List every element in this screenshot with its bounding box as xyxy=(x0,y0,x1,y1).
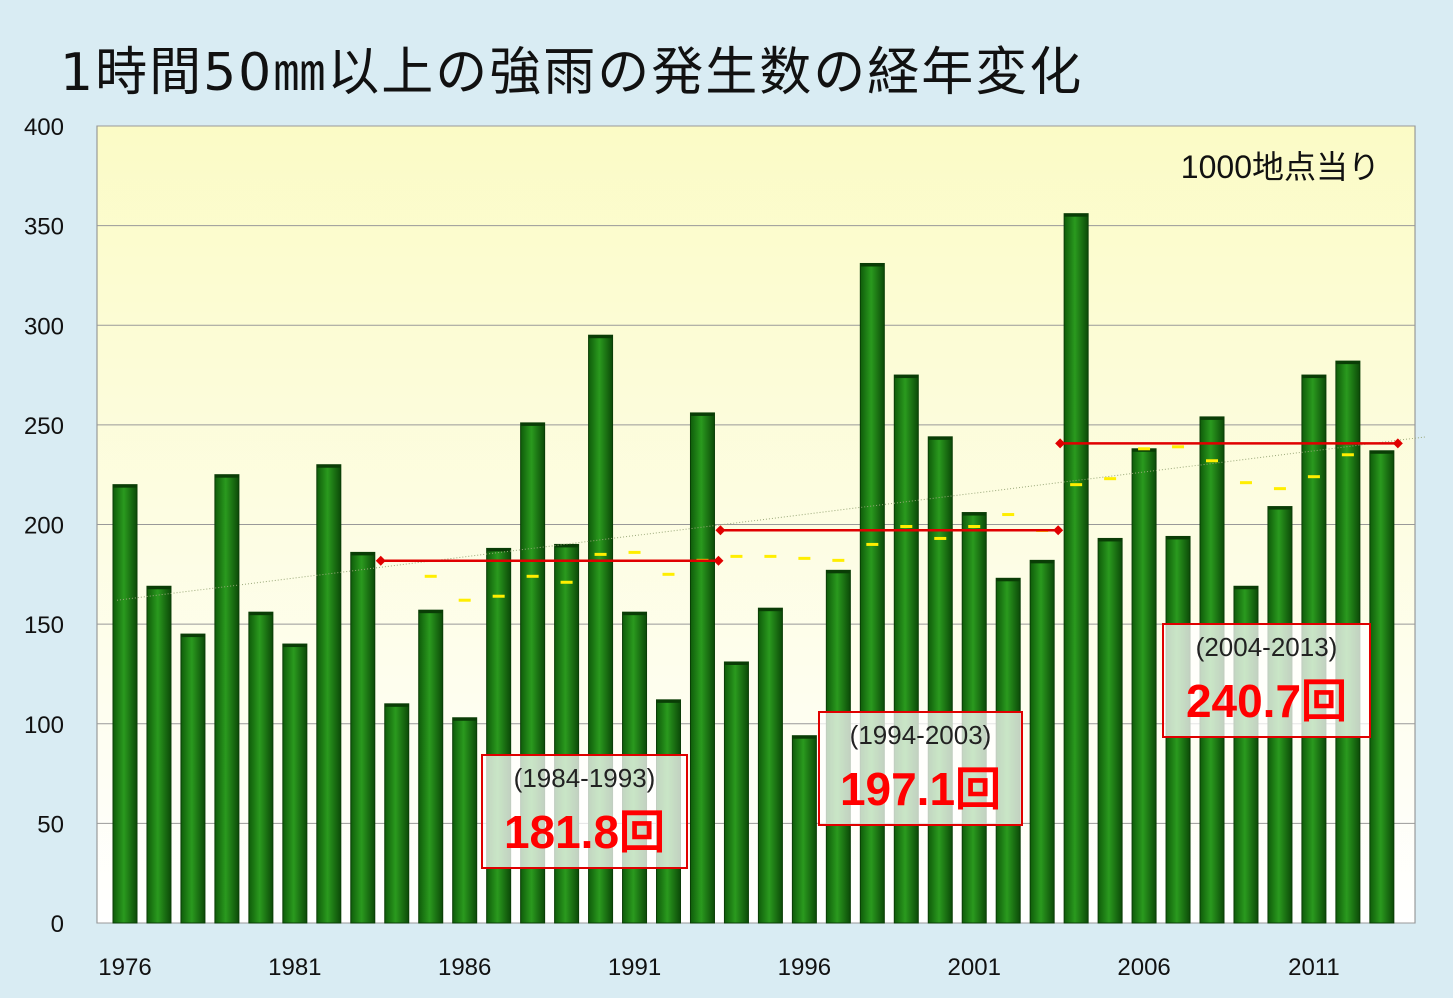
bar xyxy=(1131,448,1157,924)
bar-cap xyxy=(588,335,613,339)
bar xyxy=(791,735,817,924)
y-tick-label: 150 xyxy=(24,612,64,639)
y-tick-label: 250 xyxy=(24,413,64,440)
bar-cap xyxy=(1233,586,1258,590)
bar xyxy=(1063,213,1089,924)
bar xyxy=(723,661,749,924)
bar xyxy=(1369,450,1395,924)
bar-cap xyxy=(894,375,919,379)
bar-cap xyxy=(860,263,885,267)
bar xyxy=(757,607,783,924)
bar xyxy=(248,611,274,924)
bar xyxy=(1097,537,1123,924)
x-tick-label: 1981 xyxy=(268,954,321,981)
y-tick-label: 50 xyxy=(37,811,64,838)
x-tick-label: 2006 xyxy=(1117,954,1170,981)
bar-cap xyxy=(962,512,987,516)
bar-cap xyxy=(792,735,817,739)
period-mean-marker xyxy=(1392,438,1403,449)
period-range-label: (1984-1993) xyxy=(514,763,656,793)
bar-cap xyxy=(248,612,273,616)
bar xyxy=(316,464,342,924)
bar-cap xyxy=(656,699,681,703)
period-range-label: (2004-2013) xyxy=(1196,632,1338,662)
y-tick-label: 350 xyxy=(24,214,64,241)
period-mean-marker xyxy=(715,525,726,536)
bar xyxy=(112,484,138,924)
period-mean-marker xyxy=(1055,438,1066,449)
bar-cap xyxy=(622,612,647,616)
bar-cap xyxy=(554,544,579,548)
bar-cap xyxy=(214,474,239,478)
bar-cap xyxy=(146,586,171,590)
bar-cap xyxy=(384,703,409,707)
bar xyxy=(893,374,919,924)
chart-title: 1時間50㎜以上の強雨の発生数の経年変化 xyxy=(60,43,1084,103)
y-tick-label: 200 xyxy=(24,513,64,540)
bar-cap xyxy=(1267,506,1292,510)
bar xyxy=(350,551,376,924)
bar-cap xyxy=(452,717,477,721)
bar-cap xyxy=(758,608,783,612)
bar-cap xyxy=(996,578,1021,582)
bar xyxy=(927,436,953,924)
bar xyxy=(1029,559,1055,924)
bar-cap xyxy=(826,570,851,574)
x-tick-label: 1996 xyxy=(778,954,831,981)
bar-cap xyxy=(180,634,205,638)
period-mean-marker xyxy=(375,555,386,566)
x-tick-label: 1976 xyxy=(98,954,151,981)
bar xyxy=(146,585,172,924)
y-tick-label: 300 xyxy=(24,313,64,340)
x-tick-label: 2001 xyxy=(948,954,1001,981)
period-mean-value: 197.1回 xyxy=(840,763,1001,815)
bar xyxy=(418,609,444,924)
bar-cap xyxy=(928,436,953,440)
bar-cap xyxy=(1098,538,1123,542)
bar xyxy=(384,703,410,924)
period-box xyxy=(481,754,688,869)
x-tick-label: 1986 xyxy=(438,954,491,981)
unit-note: 1000地点当り xyxy=(1181,149,1380,185)
bar-cap xyxy=(282,644,307,648)
bar xyxy=(282,643,308,924)
bar-cap xyxy=(486,548,511,552)
period-mean-value: 240.7回 xyxy=(1186,675,1347,727)
y-tick-label: 100 xyxy=(24,712,64,739)
bar-cap xyxy=(418,610,443,614)
x-tick-label: 2011 xyxy=(1288,954,1340,981)
bar-cap xyxy=(1335,361,1360,365)
period-box xyxy=(1162,623,1371,738)
bar xyxy=(689,412,715,924)
bar-cap xyxy=(113,484,137,488)
period-box xyxy=(818,711,1023,826)
bar-cap xyxy=(724,661,749,665)
period-mean-marker xyxy=(1053,525,1064,536)
period-mean-value: 181.8回 xyxy=(504,806,665,858)
bar-cap xyxy=(350,552,375,556)
bar-cap xyxy=(1301,375,1326,379)
bar-cap xyxy=(316,464,341,468)
bar-cap xyxy=(1030,560,1055,564)
y-tick-label: 400 xyxy=(24,114,64,141)
bar-cap xyxy=(690,412,715,416)
bar-cap xyxy=(1369,450,1394,454)
y-tick-label: 0 xyxy=(51,911,64,938)
period-range-label: (1994-2003) xyxy=(850,720,992,750)
period-mean-marker xyxy=(713,555,724,566)
bar-cap xyxy=(1064,213,1089,217)
bar-cap xyxy=(1200,416,1225,420)
bar-cap xyxy=(1166,536,1191,540)
bar xyxy=(452,717,478,924)
bar-cap xyxy=(520,422,545,426)
bar xyxy=(180,633,206,924)
trend-line xyxy=(116,436,1426,601)
bar xyxy=(214,474,240,924)
x-tick-label: 1991 xyxy=(608,954,661,981)
